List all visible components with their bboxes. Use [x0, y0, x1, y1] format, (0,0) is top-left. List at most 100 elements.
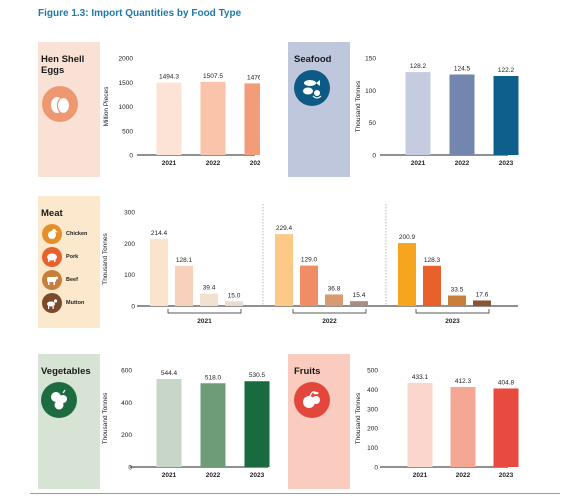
eggs-title-line2: Eggs [41, 65, 65, 76]
eggs-y-tick-label: 0 [129, 153, 133, 160]
seafood-bar [449, 74, 475, 155]
chicken-icon [42, 224, 62, 244]
eggs-bar-value-label: 1476.1 [247, 74, 260, 81]
meat-x-tick-label: 2023 [445, 318, 460, 325]
meat-bar [175, 265, 193, 306]
vegetables-bar [156, 378, 182, 467]
meat-group-bracket [167, 309, 242, 314]
fish-icon [294, 70, 330, 106]
seafood-y-tick-label: 50 [369, 120, 377, 127]
seafood-side-panel: Seafood [288, 42, 350, 177]
fruits-x-tick-label: 2023 [499, 472, 514, 479]
vegetables-y-axis-label: Thousand Tonnes [102, 392, 109, 444]
eggs-bar [244, 83, 260, 155]
eggs-y-tick-label: 1500 [119, 80, 134, 87]
bottom-rule [30, 493, 560, 494]
seafood-x-tick-label: 2022 [455, 160, 470, 167]
meat-bar [398, 243, 416, 306]
meat-bar-value-label: 128.1 [176, 257, 193, 264]
meat-bar [325, 294, 343, 306]
meat-plot: 0 100 200 300 Thousand Tonnes 214.4 128.1 39.4 1… [102, 204, 518, 325]
meat-y-tick-label: 200 [124, 241, 135, 248]
seafood-plot: 0 50 100 150 Thousand Tonnes 128.2 2021 124.5 20… [355, 56, 519, 167]
vegetables-y-tick-label: 200 [121, 432, 132, 439]
meat-bar [225, 301, 243, 306]
fruits-bar-value-label: 412.3 [455, 378, 472, 385]
eggs-side-panel: Hen Shell Eggs [38, 42, 100, 177]
seafood-x-tick-label: 2021 [411, 160, 426, 167]
meat-y-tick-label: 0 [131, 304, 135, 311]
vegetables-bar-value-label: 544.4 [161, 370, 178, 377]
eggs-bar [156, 82, 182, 155]
meat-bar [300, 265, 318, 306]
vegetables-y-tick-label: 0 [128, 465, 132, 472]
eggs-y-tick-label: 2000 [119, 56, 134, 63]
fruits-y-tick-label: 200 [367, 426, 378, 433]
meat-group-bracket [292, 309, 367, 314]
fruits-y-tick-label: 300 [367, 406, 378, 413]
vegetables-bar-value-label: 530.5 [249, 372, 266, 379]
fruits-side-title: Fruits [294, 366, 321, 377]
meat-bar [423, 265, 441, 306]
vegetables-icon [41, 382, 77, 418]
eggs-plot: 0 500 1000 1500 2000 Million Pieces 1494.3 2021… [103, 56, 260, 167]
seafood-y-axis-label: Thousand Tonnes [355, 80, 362, 132]
vegetables-chart: 0 200 400 600 Thousand Tonnes 544.4 2021 518.0 2… [102, 368, 270, 479]
seafood-bar-value-label: 122.2 [498, 67, 515, 74]
fruits-x-tick-label: 2021 [413, 472, 428, 479]
seafood-chart: 0 50 100 150 Thousand Tonnes 128.2 2021 124.5 20… [355, 56, 519, 167]
eggs-x-tick-label: 2021 [162, 160, 177, 167]
meat-legend-chicken-label: Chicken [66, 231, 88, 237]
fruits-side-panel: Fruits [288, 354, 350, 489]
fruits-chart: 0 100 200 300 400 500 Thousand Tonnes 433.1 2021… [355, 368, 519, 479]
eggs-x-tick-label: 2023 [250, 160, 260, 167]
seafood-y-tick-label: 0 [372, 153, 376, 160]
meat-legend-pork-label: Pork [66, 254, 79, 260]
seafood-y-tick-label: 150 [365, 56, 376, 63]
vegetables-bar-value-label: 518.0 [205, 374, 222, 381]
meat-bar [275, 234, 293, 306]
seafood-side-title: Seafood [294, 54, 332, 65]
meat-bar-value-label: 15.4 [353, 292, 366, 299]
meat-bar-value-label: 36.8 [328, 285, 341, 292]
meat-y-tick-label: 300 [124, 210, 135, 217]
eggs-y-axis-label: Million Pieces [103, 86, 110, 126]
meat-bar-value-label: 129.0 [301, 257, 318, 264]
seafood-bar [493, 75, 519, 155]
eggs-side-title: Hen Shell Eggs [41, 54, 84, 76]
vegetables-x-tick-label: 2022 [206, 472, 221, 479]
fruits-y-axis-label: Thousand Tonnes [355, 392, 362, 444]
seafood-bar-value-label: 124.5 [454, 65, 471, 72]
vegetables-bar [244, 381, 270, 467]
meat-legend-mutton-label: Mutton [66, 300, 85, 306]
fruits-bar [493, 388, 519, 467]
meat-x-tick-label: 2021 [197, 318, 212, 325]
meat-bar-value-label: 229.4 [276, 225, 293, 232]
fruits-bar-value-label: 433.1 [412, 374, 429, 381]
meat-legend: Chicken Pork Beef Mutton [38, 196, 100, 328]
vegetables-y-tick-label: 400 [121, 400, 132, 407]
vegetables-side-title: Vegetables [41, 366, 91, 377]
figure-title: Figure 1.3: Import Quantities by Food Ty… [38, 8, 242, 19]
vegetables-bar [200, 383, 226, 467]
seafood-bar [405, 72, 431, 155]
fruits-y-tick-label: 100 [367, 445, 378, 452]
meat-bar [473, 300, 491, 306]
fruits-bar [407, 382, 433, 467]
meat-y-tick-label: 100 [124, 272, 135, 279]
eggs-title-line1: Hen Shell [41, 54, 85, 65]
meat-bar-value-label: 39.4 [203, 285, 216, 292]
vegetables-plot: 0 200 400 600 Thousand Tonnes 544.4 2021 518.0 2… [102, 368, 270, 479]
meat-chart: 0 100 200 300 Thousand Tonnes 214.4 128.1 39.4 1… [102, 204, 518, 325]
vegetables-x-tick-label: 2023 [250, 472, 265, 479]
meat-y-axis-label: Thousand Tonnes [102, 232, 109, 284]
eggs-x-tick-label: 2022 [206, 160, 221, 167]
meat-bar-value-label: 214.4 [151, 230, 168, 237]
fruits-x-tick-label: 2022 [456, 472, 471, 479]
meat-side-title: Meat [41, 208, 63, 219]
meat-bar-value-label: 15.0 [228, 292, 241, 299]
meat-x-tick-label: 2022 [322, 318, 337, 325]
vegetables-x-tick-label: 2021 [162, 472, 177, 479]
eggs-bar-value-label: 1507.5 [203, 73, 223, 80]
meat-bar [350, 301, 368, 306]
